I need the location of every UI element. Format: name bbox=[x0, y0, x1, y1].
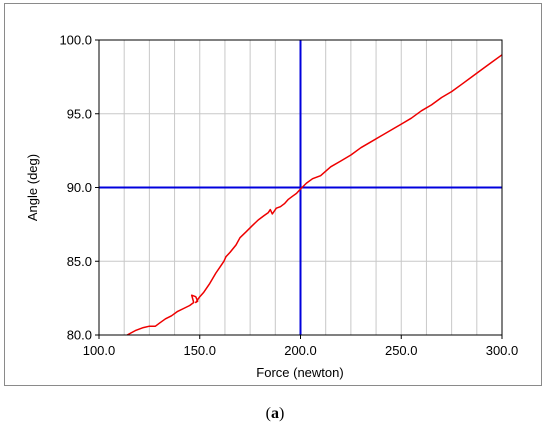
y-tick-label: 95.0 bbox=[67, 106, 92, 121]
chart-panel: 100.0 150.0 200.0 250.0 300.0 80.0 85.0 90.0 95.… bbox=[4, 3, 542, 386]
x-tick-label: 250.0 bbox=[385, 343, 418, 358]
x-tick-label: 150.0 bbox=[183, 343, 216, 358]
caption-label: a bbox=[271, 405, 279, 422]
x-tick-label: 100.0 bbox=[83, 343, 116, 358]
y-tick-label: 100.0 bbox=[59, 33, 92, 48]
x-tick-label: 200.0 bbox=[284, 343, 317, 358]
y-tick-label: 85.0 bbox=[67, 254, 92, 269]
chart-plot: 100.0 150.0 200.0 250.0 300.0 80.0 85.0 90.0 95.… bbox=[25, 33, 519, 381]
figure-caption: (a) bbox=[265, 405, 285, 422]
x-axis-title: Force (newton) bbox=[256, 365, 343, 380]
y-tick-label: 90.0 bbox=[67, 180, 92, 195]
y-axis-title: Angle (deg) bbox=[25, 154, 40, 221]
x-tick-label: 300.0 bbox=[486, 343, 519, 358]
y-tick-label: 80.0 bbox=[67, 328, 92, 343]
angle-force-line bbox=[126, 54, 503, 336]
